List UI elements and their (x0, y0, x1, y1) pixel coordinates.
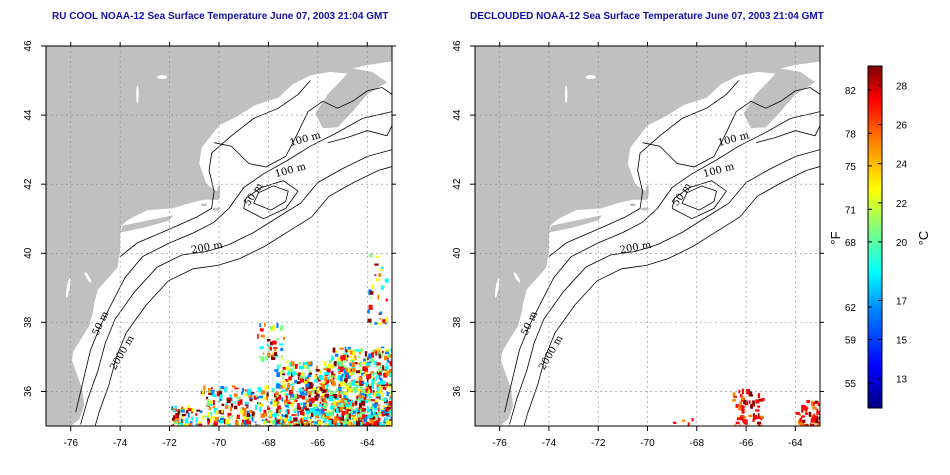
latitude-tick-label: 36 (452, 385, 463, 397)
latitude-tick-label: 44 (452, 109, 463, 121)
latitude-tick-label: 36 (23, 385, 34, 397)
fahrenheit-tick-label: 82 (845, 86, 857, 97)
contour-50m (504, 111, 820, 413)
longitude-tick-label: -72 (162, 438, 177, 449)
nantucket-island (641, 207, 650, 211)
longitude-tick-label: -76 (492, 438, 507, 449)
contour-200m (80, 149, 392, 425)
colorbar-gradient (867, 65, 883, 409)
longitude-tick-label: -74 (113, 438, 128, 449)
delaware-bay (84, 272, 92, 283)
longitude-tick-label: -66 (311, 438, 326, 449)
contour-50m (75, 111, 392, 413)
fahrenheit-tick-label: 71 (845, 205, 857, 216)
temperature-colorbar: 28 26 24 22 20 17 15 13 82 78 75 71 68 62 59 55 °F °C (828, 65, 931, 409)
celsius-unit-label: °C (916, 231, 931, 246)
sst-pixels (672, 388, 820, 426)
inland-lake (585, 75, 596, 80)
bathymetry-contours (75, 80, 392, 426)
latitude-tick-label: 42 (23, 178, 34, 190)
inland-lake (157, 75, 168, 80)
contour-georges-bank (243, 180, 299, 220)
fahrenheit-unit-label: °F (828, 231, 843, 244)
longitude-tick-label: -66 (739, 438, 754, 449)
fahrenheit-tick-label: 78 (845, 129, 857, 140)
panel-title-right: DECLOUDED NOAA-12 Sea Surface Temperatur… (470, 11, 824, 22)
fahrenheit-tick-label: 62 (845, 303, 857, 314)
longitude-tick-label: -64 (788, 438, 803, 449)
latitude-tick-label: 40 (452, 247, 463, 259)
chesapeake-bay (494, 277, 500, 298)
latitude-tick-label: 44 (23, 109, 34, 121)
nantucket-island (212, 207, 221, 211)
celsius-tick-label: 13 (896, 375, 908, 386)
long-island (548, 215, 602, 233)
contour-100m-scotian (327, 125, 392, 144)
longitude-tick-label: -64 (360, 438, 375, 449)
longitude-tick-label: -72 (591, 438, 606, 449)
fahrenheit-tick-label: 75 (845, 162, 857, 173)
panel-title-left: RU COOL NOAA-12 Sea Surface Temperature … (52, 11, 389, 22)
contour-100m-scotian (755, 125, 820, 144)
celsius-tick-label: 28 (896, 82, 908, 93)
contour-georges-bank (671, 180, 727, 220)
celsius-tick-label: 24 (896, 160, 908, 171)
latitude-tick-label: 38 (452, 316, 463, 328)
coastline-land (475, 46, 820, 426)
celsius-tick-label: 15 (896, 336, 908, 347)
longitude-tick-label: -74 (542, 438, 557, 449)
marthas-vineyard-island (201, 203, 208, 207)
contour-2000m (94, 166, 392, 426)
marthas-vineyard-island (629, 203, 636, 207)
longitude-tick-label: -70 (640, 438, 655, 449)
chesapeake-bay (65, 277, 71, 298)
longitude-tick-label: -70 (212, 438, 227, 449)
graticule-grid (46, 46, 392, 426)
long-island (120, 215, 174, 233)
fahrenheit-tick-label: 55 (845, 379, 857, 390)
celsius-tick-label: 26 (896, 121, 908, 132)
contour-200m (509, 149, 820, 425)
celsius-tick-label: 20 (896, 238, 908, 249)
contour-2000m (523, 166, 820, 426)
lake-champlain (564, 85, 568, 104)
bathymetry-contours (504, 80, 820, 426)
longitude-tick-label: -68 (261, 438, 276, 449)
contour-100m-gulf-of-maine (642, 87, 820, 168)
contour-100m-gulf-of-maine (214, 87, 392, 168)
celsius-tick-label: 17 (896, 297, 908, 308)
fahrenheit-tick-label: 59 (845, 336, 857, 347)
contour-georges-inner (253, 185, 289, 211)
latitude-tick-label: 42 (452, 178, 463, 190)
celsius-tick-label: 22 (896, 199, 908, 210)
lake-champlain (136, 85, 139, 104)
axis-ticks (470, 42, 824, 431)
latitude-tick-label: 40 (23, 247, 34, 259)
longitude-tick-label: -68 (690, 438, 705, 449)
fahrenheit-tick-label: 68 (845, 238, 857, 249)
latitude-tick-label: 46 (452, 40, 463, 52)
graticule-grid (475, 46, 820, 426)
longitude-tick-label: -76 (63, 438, 78, 449)
sst-pixels (170, 253, 392, 426)
axis-ticks (41, 42, 396, 431)
coastline-land (46, 46, 392, 426)
contour-georges-inner (681, 185, 717, 211)
contour-nearshore (119, 80, 311, 258)
delaware-bay (513, 272, 521, 283)
latitude-tick-label: 46 (23, 40, 34, 52)
latitude-tick-label: 38 (23, 316, 34, 328)
contour-nearshore (548, 80, 739, 258)
